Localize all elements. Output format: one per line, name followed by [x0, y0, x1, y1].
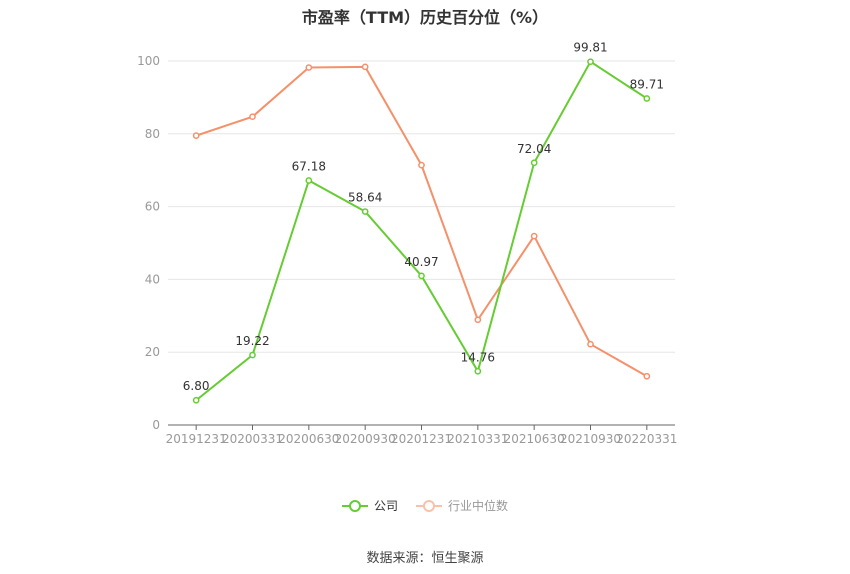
- x-tick-label: 20200331: [222, 432, 283, 446]
- x-tick-label: 20201231: [391, 432, 452, 446]
- line-chart: 0204060801002019123120200331202006302020…: [137, 41, 677, 446]
- y-tick-label: 60: [145, 200, 160, 214]
- data-label-company: 99.81: [573, 41, 607, 55]
- data-label-company: 58.64: [348, 191, 382, 205]
- data-point-industry-median: [249, 113, 256, 121]
- data-point-industry-median: [418, 161, 425, 169]
- data-point-company: [361, 208, 369, 215]
- data-point-company: [418, 272, 425, 280]
- data-label-company: 72.04: [517, 142, 551, 156]
- data-point-company: [587, 58, 594, 66]
- series-line-industry-median: [195, 65, 648, 378]
- data-point-company: [305, 177, 313, 184]
- x-tick-label: 20210331: [447, 432, 508, 446]
- legend-item-industry-median[interactable]: 行业中位数: [416, 497, 508, 514]
- data-point-industry-median: [643, 372, 651, 380]
- y-tick-label: 80: [145, 127, 160, 141]
- legend-label-industry-median: 行业中位数: [448, 499, 509, 513]
- legend-item-company[interactable]: 公司: [341, 497, 398, 514]
- data-point-company: [192, 396, 200, 404]
- x-tick-label: 20200930: [335, 432, 396, 446]
- x-tick-label: 20191231: [166, 432, 227, 446]
- data-point-industry-median: [361, 63, 369, 71]
- y-tick-label: 40: [145, 272, 160, 286]
- x-tick-label: 20210930: [560, 432, 621, 446]
- x-tick-label: 20200630: [278, 432, 339, 446]
- chart-title: 市盈率（TTM）历史百分位（%）: [301, 8, 549, 27]
- data-point-company: [249, 351, 256, 359]
- data-point-industry-median: [587, 340, 594, 348]
- data-point-industry-median: [305, 64, 313, 71]
- legend: 公司 行业中位数: [0, 497, 850, 514]
- data-label-company: 40.97: [404, 255, 438, 269]
- y-tick-label: 0: [152, 418, 160, 432]
- data-point-industry-median: [192, 132, 200, 139]
- y-tick-label: 20: [145, 345, 160, 359]
- legend-marker-industry-median: [416, 499, 442, 513]
- data-source: 数据来源：恒生聚源: [366, 551, 484, 566]
- data-point-company: [643, 95, 651, 102]
- x-tick-label: 20220331: [616, 432, 677, 446]
- y-tick-label: 100: [137, 54, 160, 68]
- x-tick-label: 20210630: [504, 432, 565, 446]
- data-label-company: 19.22: [235, 334, 269, 348]
- data-label-company: 67.18: [292, 159, 326, 173]
- data-point-industry-median: [474, 316, 482, 324]
- data-label-company: 14.76: [461, 350, 495, 364]
- data-point-company: [474, 367, 482, 375]
- data-point-industry-median: [530, 232, 538, 240]
- series-line-company: [195, 60, 648, 402]
- legend-label-company: 公司: [373, 499, 398, 513]
- data-label-company: 89.71: [630, 77, 664, 91]
- legend-marker-company: [341, 499, 368, 513]
- data-label-company: 6.80: [183, 379, 210, 393]
- data-point-company: [530, 159, 538, 167]
